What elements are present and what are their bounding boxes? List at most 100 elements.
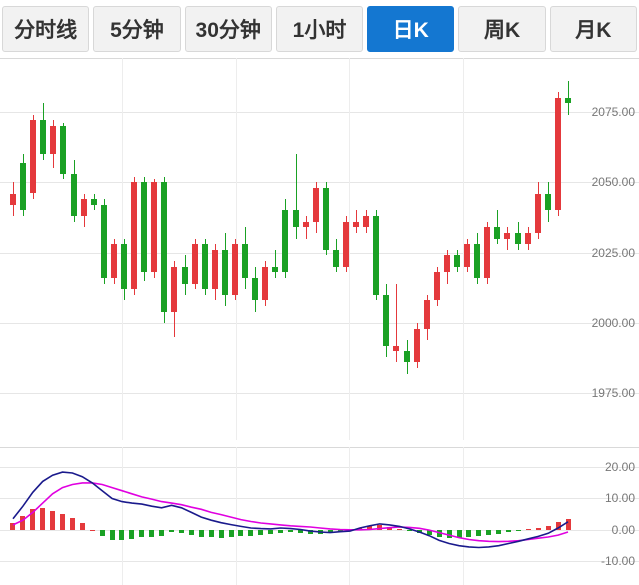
candle-body xyxy=(353,221,359,228)
price-candlestick-chart[interactable]: 2075.00 2050.00 2025.00 2000.00 1975.00 xyxy=(0,58,639,440)
macd-vgridline xyxy=(349,447,350,585)
tab-label: 1小时 xyxy=(292,19,347,42)
macd-histogram-bar xyxy=(70,518,75,530)
macd-histogram-bar xyxy=(486,529,491,536)
price-axis-label: 2000.00 xyxy=(591,316,635,330)
candle-body xyxy=(30,120,36,194)
macd-axis-label: -10.00 xyxy=(600,554,635,568)
candle-body xyxy=(151,182,157,273)
price-vgridline xyxy=(463,58,464,440)
candle-body xyxy=(444,255,450,273)
candle-body xyxy=(282,210,288,273)
candle-body xyxy=(333,249,339,267)
candle-body xyxy=(434,272,440,301)
candle-body xyxy=(50,125,56,155)
candle-body xyxy=(81,199,87,217)
candle-body xyxy=(262,266,268,301)
macd-vgridline xyxy=(463,447,464,585)
macd-histogram-bar xyxy=(30,509,35,530)
tab-label: 周K xyxy=(483,19,521,42)
candle-body xyxy=(545,193,551,211)
macd-histogram-bar xyxy=(139,529,144,537)
macd-histogram-bar xyxy=(209,529,214,538)
price-gridline xyxy=(0,323,639,324)
candle-body xyxy=(171,266,177,312)
candle-body xyxy=(525,232,531,245)
macd-histogram-bar xyxy=(100,529,105,536)
price-axis-label: 1975.00 xyxy=(591,386,635,400)
macd-histogram-bar xyxy=(159,529,164,536)
candle-body xyxy=(313,187,319,222)
macd-histogram-bar xyxy=(229,529,234,537)
tab-weekly-k[interactable]: 周K xyxy=(458,6,546,52)
candle-body xyxy=(404,351,410,363)
candle-body xyxy=(424,300,430,329)
candle-body xyxy=(343,221,349,267)
candle-body xyxy=(484,227,490,278)
macd-histogram-bar xyxy=(447,529,452,538)
macd-histogram-bar xyxy=(377,524,382,530)
macd-indicator-chart[interactable]: 20.00 10.00 0.00 -10.00 xyxy=(0,447,639,585)
macd-histogram-bar xyxy=(110,529,115,541)
tab-fenshi[interactable]: 分时线 xyxy=(2,6,90,52)
tab-1hour[interactable]: 1小时 xyxy=(275,6,364,52)
macd-histogram-bar xyxy=(278,529,283,533)
candle-body xyxy=(494,227,500,239)
candle-body xyxy=(232,244,238,295)
price-top-border xyxy=(0,58,639,59)
macd-histogram-bar xyxy=(10,523,15,530)
tab-monthly-k[interactable]: 月K xyxy=(549,6,637,52)
candle-body xyxy=(252,277,258,301)
macd-gridline xyxy=(0,561,639,562)
candle-body xyxy=(504,232,510,239)
macd-histogram-bar xyxy=(546,525,551,530)
macd-histogram-bar xyxy=(298,529,303,533)
macd-line-dif xyxy=(12,471,569,549)
candle-body xyxy=(555,97,561,211)
macd-histogram-bar xyxy=(268,529,273,535)
macd-histogram-bar xyxy=(189,529,194,535)
macd-line-dea xyxy=(12,482,569,543)
macd-histogram-bar xyxy=(407,529,412,532)
candle-body xyxy=(393,345,399,352)
macd-gridline xyxy=(0,467,639,468)
candle-body xyxy=(272,266,278,273)
macd-histogram-bar xyxy=(20,515,25,530)
macd-histogram-bar xyxy=(288,529,293,533)
macd-histogram-bar xyxy=(536,527,541,530)
candle-body xyxy=(373,216,379,295)
tab-daily-k[interactable]: 日K xyxy=(367,6,455,52)
macd-vgridline xyxy=(236,447,237,585)
candle-body xyxy=(565,97,571,104)
candle-body xyxy=(222,249,228,295)
candle-body xyxy=(474,244,480,278)
macd-histogram-bar xyxy=(149,529,154,537)
price-gridline xyxy=(0,253,639,254)
candle-body xyxy=(20,162,26,211)
macd-axis-label: 20.00 xyxy=(604,460,635,474)
macd-gridline xyxy=(0,498,639,499)
macd-histogram-bar xyxy=(516,529,521,532)
candle-body xyxy=(383,294,389,346)
macd-histogram-bar xyxy=(427,529,432,536)
tab-5min[interactable]: 5分钟 xyxy=(93,6,181,52)
tab-30min[interactable]: 30分钟 xyxy=(184,6,272,52)
price-gridline xyxy=(0,112,639,113)
candle-body xyxy=(303,221,309,228)
macd-histogram-bar xyxy=(457,529,462,538)
macd-histogram-bar xyxy=(338,529,343,532)
macd-histogram-bar xyxy=(199,529,204,538)
candle-body xyxy=(212,249,218,290)
candle-body xyxy=(101,204,107,278)
candle-body xyxy=(202,244,208,290)
macd-histogram-bar xyxy=(219,529,224,538)
macd-histogram-bar xyxy=(238,529,243,537)
macd-histogram-bar xyxy=(566,519,571,530)
macd-histogram-bar xyxy=(496,529,501,534)
candle-body xyxy=(91,199,97,205)
timeframe-tabbar: 分时线 5分钟 30分钟 1小时 日K 周K 月K xyxy=(0,0,639,58)
candle-body xyxy=(131,182,137,290)
macd-histogram-bar xyxy=(556,522,561,530)
macd-histogram-bar xyxy=(397,528,402,531)
